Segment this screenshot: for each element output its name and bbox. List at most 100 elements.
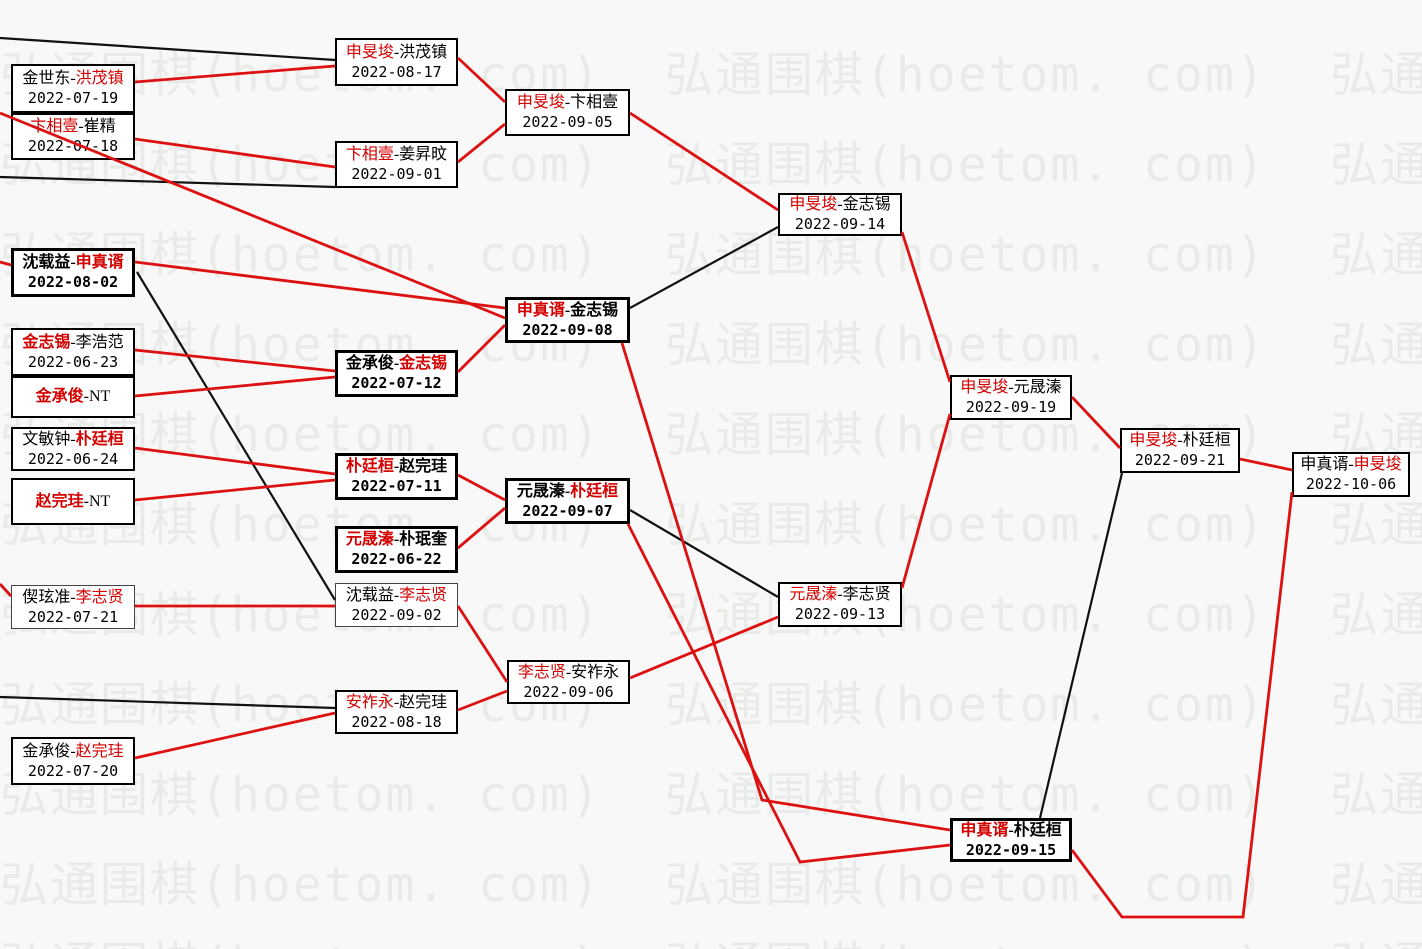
match-players: 金志锡-李浩范 xyxy=(22,333,123,353)
match-date: 2022-09-15 xyxy=(965,840,1057,859)
match-date: 2022-09-19 xyxy=(965,398,1057,416)
watermark-text: 弘通围棋(hoetom. com) xyxy=(0,937,602,949)
match-box-byun-v-choi[interactable]: 卞相壹-崔精 2022-07-18 xyxy=(11,113,135,160)
match-box-shinjin-v-kimjs[interactable]: 申真谞-金志锡 2022-09-08 xyxy=(505,297,630,343)
winner-name: 卞相壹 xyxy=(345,146,394,163)
match-players: 金承俊-赵完珪 xyxy=(22,742,123,762)
match-box-park-v-moon[interactable]: 文敏钟-朴廷桓 2022-06-24 xyxy=(11,427,135,471)
match-box-leejh-v-an[interactable]: 李志贤-安祚永 2022-09-06 xyxy=(507,660,630,704)
watermark-text: 弘通围棋(hoetom. com) xyxy=(665,47,1267,103)
match-box-won-v-parkjh[interactable]: 元晟溱-朴廷桓 2022-09-07 xyxy=(505,478,630,524)
match-date: 2022-07-21 xyxy=(27,607,119,626)
watermark-text: 弘通围棋(hoetom. com) xyxy=(1330,137,1422,193)
match-date: 2022-06-22 xyxy=(351,550,442,568)
loser-name: NT xyxy=(89,492,111,510)
winner-name: 申旻埈 xyxy=(345,43,394,61)
match-players: 文敏钟-朴廷桓 xyxy=(22,430,123,450)
match-box-final[interactable]: 申真谞-申旻埈 2022-10-06 xyxy=(1292,452,1410,497)
loser-name: 洪茂镇 xyxy=(399,43,448,61)
winner-name: 金志锡 xyxy=(22,333,71,351)
name-separator: - xyxy=(393,458,400,475)
match-date: 2022-07-18 xyxy=(27,137,119,155)
winner-name: 申旻埈 xyxy=(960,379,1009,396)
loser-name: 沈载益 xyxy=(345,586,394,604)
loser-name: 朴珉奎 xyxy=(399,531,448,548)
match-date: 2022-09-07 xyxy=(522,501,613,520)
match-box-byun-v-kang[interactable]: 卞相壹-姜昇旼 2022-09-01 xyxy=(335,141,458,188)
watermark-text: 弘通围棋(hoetom. com) xyxy=(1330,317,1422,373)
name-separator: - xyxy=(1177,432,1183,449)
match-players: 元晟溱-朴珉奎 xyxy=(346,530,447,550)
loser-name: 金世东 xyxy=(22,70,71,87)
match-box-shinmin-v-kimjs[interactable]: 申旻埈-金志锡 2022-09-14 xyxy=(778,193,902,236)
match-players: 金承俊-NT xyxy=(36,387,111,407)
match-players: 朴廷桓-赵完珪 xyxy=(346,457,447,477)
match-box-won-v-parkmk[interactable]: 元晟溱-朴珉奎 2022-06-22 xyxy=(335,526,458,573)
watermark-text: 弘通围棋(hoetom. com) xyxy=(665,937,1267,949)
match-box-hong-v-kim[interactable]: 金世东-洪茂镇 2022-07-19 xyxy=(11,64,135,113)
winner-name: 金承俊 xyxy=(35,388,84,405)
winner-name: 赵完珪 xyxy=(35,492,84,510)
match-box-shim-v-leejh[interactable]: 沈载益-李志贤 2022-09-02 xyxy=(335,583,458,627)
loser-name: 朴廷桓 xyxy=(1013,821,1062,839)
watermark-text: 弘通围棋(hoetom. com) xyxy=(0,857,602,913)
match-players: 沈载益-李志贤 xyxy=(346,586,447,606)
match-box-kimjiseok-v-lee[interactable]: 金志锡-李浩范 2022-06-23 xyxy=(11,328,135,376)
watermark-text: 弘通围棋(hoetom. com) xyxy=(1330,497,1422,553)
match-players: 赵完珪-NT xyxy=(36,492,111,512)
loser-name: 朴廷桓 xyxy=(1182,432,1231,449)
loser-name: 金承俊 xyxy=(22,742,71,760)
name-separator: - xyxy=(837,196,843,213)
match-box-an-v-cho[interactable]: 安祚永-赵完珪 2022-08-18 xyxy=(335,690,458,734)
winner-name: 元晟溱 xyxy=(345,531,394,548)
match-date: 2022-07-11 xyxy=(351,477,442,495)
match-players: 沈载益-申真谞 xyxy=(22,253,123,273)
match-box-won-v-leejh[interactable]: 元晟溱-李志贤 2022-09-13 xyxy=(778,582,902,627)
match-box-shinmin-v-byun[interactable]: 申旻埈-卞相壹 2022-09-05 xyxy=(505,89,630,136)
loser-name: 元晟溱 xyxy=(516,482,565,500)
loser-name: 李浩范 xyxy=(75,333,124,351)
match-box-seol-v-leejh[interactable]: 偰玹准-李志贤 2022-07-21 xyxy=(11,585,135,629)
match-players: 申真谞-金志锡 xyxy=(517,301,618,321)
watermark-text: 弘通围棋(hoetom. com) xyxy=(1330,587,1422,643)
match-box-cho-nt[interactable]: 赵完珪-NT xyxy=(11,478,135,525)
match-box-shinmin-v-won[interactable]: 申旻埈-元晟溱 2022-09-19 xyxy=(950,375,1072,420)
winner-name: 朴廷桓 xyxy=(75,430,124,448)
watermark-text: 弘通围棋(hoetom. com) xyxy=(1330,767,1422,823)
loser-name: 元晟溱 xyxy=(1013,379,1062,396)
match-date: 2022-09-01 xyxy=(351,165,442,183)
match-box-shin-v-shim[interactable]: 沈载益-申真谞 2022-08-02 xyxy=(11,248,135,297)
name-separator: - xyxy=(565,663,572,681)
name-separator: - xyxy=(83,388,89,405)
winner-name: 卞相壹 xyxy=(30,118,79,135)
match-box-shinjin-v-park[interactable]: 申真谞-朴廷桓 2022-09-15 xyxy=(950,818,1072,862)
loser-name: 沈载益 xyxy=(22,254,71,271)
winner-name: 李志贤 xyxy=(75,588,124,606)
match-players: 安祚永-赵完珪 xyxy=(346,693,447,713)
name-separator: - xyxy=(393,693,400,711)
name-separator: - xyxy=(564,301,571,319)
match-players: 元晟溱-朴廷桓 xyxy=(517,482,618,502)
name-separator: - xyxy=(70,742,76,760)
match-box-kimseungjun-nt[interactable]: 金承俊-NT xyxy=(11,376,135,418)
match-box-shinmin-v-park[interactable]: 申旻埈-朴廷桓 2022-09-21 xyxy=(1120,428,1240,473)
match-players: 卞相壹-崔精 xyxy=(30,117,115,137)
match-date: 2022-08-17 xyxy=(351,62,442,81)
match-box-shinmin-v-hong[interactable]: 申旻埈-洪茂镇 2022-08-17 xyxy=(335,38,458,86)
match-date: 2022-06-23 xyxy=(27,352,119,371)
match-date: 2022-09-21 xyxy=(1134,451,1226,469)
match-date: 2022-10-06 xyxy=(1305,475,1397,493)
match-box-kimsj-v-kimjs[interactable]: 金承俊-金志锡 2022-07-12 xyxy=(335,350,458,397)
winner-name: 朴廷桓 xyxy=(345,458,394,475)
match-box-kim-v-cho[interactable]: 金承俊-赵完珪 2022-07-20 xyxy=(11,737,135,785)
winner-name: 李志贤 xyxy=(399,586,448,604)
match-players: 申旻埈-洪茂镇 xyxy=(346,43,447,63)
match-box-parkjh-v-cho[interactable]: 朴廷桓-赵完珪 2022-07-11 xyxy=(335,453,458,500)
winner-name: 李志贤 xyxy=(517,663,566,681)
winner-name: 朴廷桓 xyxy=(570,482,619,500)
match-date: 2022-09-05 xyxy=(522,113,613,131)
winner-name: 元晟溱 xyxy=(789,586,838,603)
loser-name: NT xyxy=(89,388,111,405)
winner-name: 安祚永 xyxy=(345,693,394,711)
